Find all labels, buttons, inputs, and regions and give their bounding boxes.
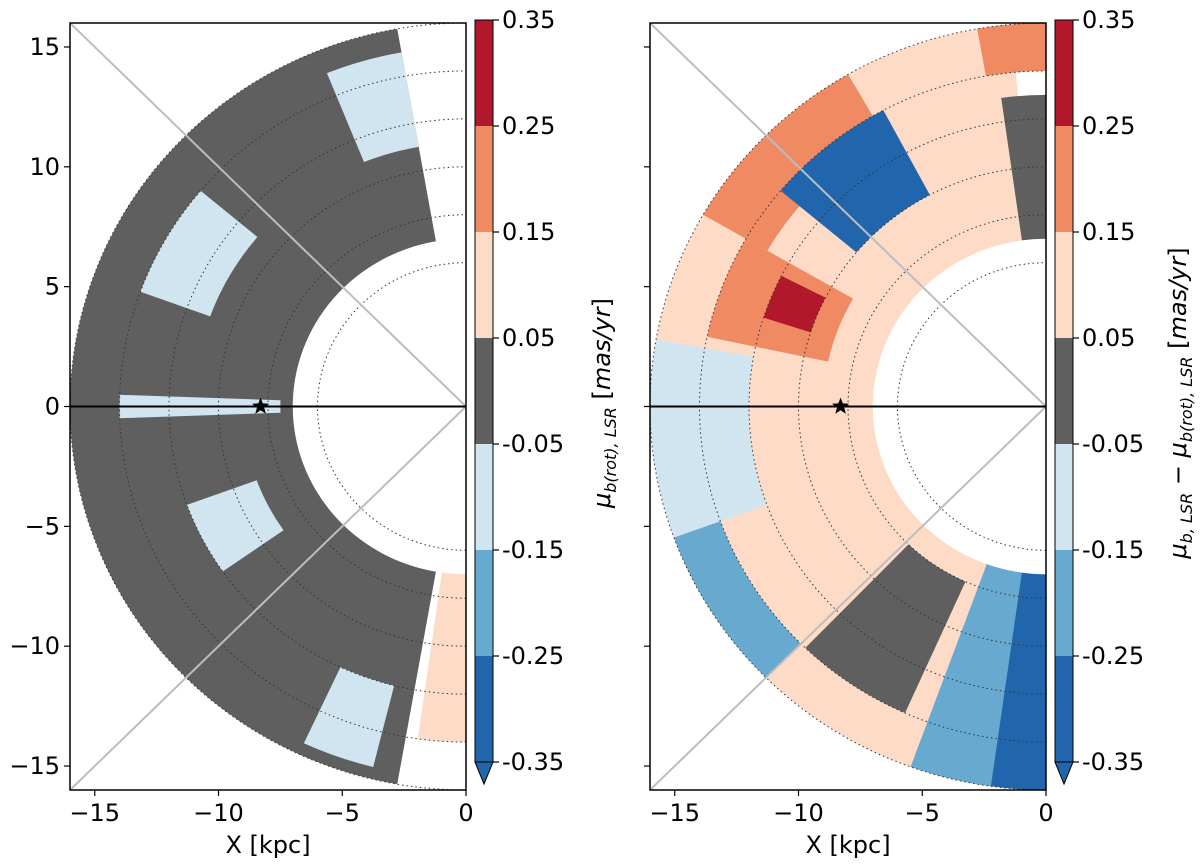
left-colorbar-tick-label: 0.05 bbox=[502, 324, 555, 352]
right-colorbar: 0.35 0.25 0.15 0.05 -0.05 -0.15 -0.25 -0.35 bbox=[1054, 6, 1144, 786]
right-x-axis-label: X [kpc] bbox=[805, 831, 890, 859]
right-x-tick-label: −15 bbox=[649, 799, 700, 827]
right-colorbar-tick-label: 0.05 bbox=[1082, 324, 1135, 352]
right-x-tick-label: −10 bbox=[773, 799, 824, 827]
right-diagonal-line-1 bbox=[650, 405, 1046, 790]
left-colorbar-extend-arrow bbox=[474, 761, 494, 786]
left-colorbar-band-4 bbox=[475, 232, 493, 338]
left-colorbar-tick-label: -0.25 bbox=[502, 642, 564, 670]
left-panel: −15 −10 −5 0 −15 −10 −5 0 5 10 15 X [kpc] 0.35 0.2… bbox=[9, 6, 620, 859]
left-sun-star-marker bbox=[252, 397, 270, 414]
right-colorbar-tick-label: 0.35 bbox=[1082, 6, 1135, 34]
left-x-axis-label: X [kpc] bbox=[225, 831, 310, 859]
left-colorbar-band-0 bbox=[475, 656, 493, 762]
left-colorbar-tick-label: 0.35 bbox=[502, 6, 555, 34]
right-colorbar-tick-label: 0.25 bbox=[1082, 112, 1135, 140]
right-colorbar-extend-arrow bbox=[1054, 761, 1074, 786]
left-colorbar-band-6 bbox=[475, 20, 493, 126]
left-map-region-15 bbox=[417, 572, 466, 743]
right-sun-star-marker bbox=[832, 397, 850, 414]
right-colorbar-band-3 bbox=[1055, 338, 1073, 444]
left-colorbar-frame bbox=[474, 19, 494, 763]
left-y-tick-label: 0 bbox=[45, 393, 60, 421]
right-map-region-7 bbox=[805, 544, 966, 714]
left-x-tick-label: −15 bbox=[69, 799, 120, 827]
left-colorbar-label: μb(rot), LSR [mas/yr] bbox=[588, 298, 620, 509]
left-colorbar-band-5 bbox=[475, 126, 493, 232]
right-diagonal-line-0 bbox=[650, 23, 1046, 408]
right-colorbar-tick-label: -0.25 bbox=[1082, 642, 1144, 670]
left-y-tick-label: 10 bbox=[29, 153, 60, 181]
right-y-ticks bbox=[644, 46, 650, 767]
left-map-region-2 bbox=[186, 480, 284, 572]
right-colorbar-band-5 bbox=[1055, 126, 1073, 232]
right-colorbar-band-1 bbox=[1055, 550, 1073, 656]
left-y-tick-label: −10 bbox=[9, 632, 60, 660]
left-colorbar-tick-label: -0.05 bbox=[502, 430, 564, 458]
left-colorbar-band-3 bbox=[475, 338, 493, 444]
left-y-ticks: −15 −10 −5 0 5 10 15 bbox=[9, 33, 70, 780]
left-y-tick-label: 5 bbox=[45, 273, 60, 301]
right-colorbar-band-6 bbox=[1055, 20, 1073, 126]
right-overlay bbox=[650, 23, 1046, 790]
left-y-tick-label: −5 bbox=[25, 512, 60, 540]
left-diagonal-line-0 bbox=[70, 23, 466, 408]
left-y-tick-label: 15 bbox=[29, 33, 60, 61]
right-map-region-4 bbox=[763, 275, 826, 333]
left-colorbar-tick-label: -0.15 bbox=[502, 536, 564, 564]
left-colorbar-tick-label: -0.35 bbox=[502, 748, 564, 776]
right-map-region-5 bbox=[650, 339, 767, 538]
right-map-region-13 bbox=[977, 23, 1046, 77]
left-map-region-4 bbox=[303, 667, 395, 767]
left-map-region-13 bbox=[525, 557, 618, 722]
left-map-region-5 bbox=[326, 52, 419, 163]
right-map-region-2 bbox=[780, 110, 930, 253]
right-colorbar-band-4 bbox=[1055, 232, 1073, 338]
left-colorbar-band-1 bbox=[475, 550, 493, 656]
right-colorbar-tick-label: 0.15 bbox=[1082, 218, 1135, 246]
left-diagonal-line-1 bbox=[70, 405, 466, 790]
left-x-tick-label: −5 bbox=[325, 799, 360, 827]
left-colorbar: 0.35 0.25 0.15 0.05 -0.05 -0.15 -0.25 -0.35 bbox=[474, 6, 564, 786]
right-x-tick-label: 0 bbox=[1038, 799, 1053, 827]
right-map-region-6 bbox=[673, 521, 801, 678]
right-colorbar-tick-label: -0.05 bbox=[1082, 430, 1144, 458]
left-colorbar-band-2 bbox=[475, 444, 493, 550]
left-overlay bbox=[70, 23, 466, 790]
right-x-tick-label: −5 bbox=[905, 799, 940, 827]
left-x-tick-label: −10 bbox=[193, 799, 244, 827]
right-colorbar-tick-label: -0.15 bbox=[1082, 536, 1144, 564]
left-x-tick-label: 0 bbox=[458, 799, 473, 827]
right-colorbar-frame bbox=[1054, 19, 1074, 763]
right-panel: −15 −10 −5 0 X [kpc] 0.35 0.25 0.15 0.05 -0.05 -… bbox=[644, 6, 1196, 859]
left-map-region-1 bbox=[140, 190, 258, 317]
left-colorbar-tick-label: 0.15 bbox=[502, 218, 555, 246]
right-colorbar-label: μb, LSR − μb(rot), LSR [mas/yr] bbox=[1164, 247, 1196, 559]
right-x-ticks: −15 −10 −5 0 bbox=[649, 790, 1054, 827]
right-map-region-9 bbox=[910, 564, 1022, 787]
right-colorbar-tick-label: -0.35 bbox=[1082, 748, 1144, 776]
right-colorbar-band-0 bbox=[1055, 656, 1073, 762]
left-colorbar-tick-label: 0.25 bbox=[502, 112, 555, 140]
left-y-tick-label: −15 bbox=[9, 752, 60, 780]
left-x-ticks: −15 −10 −5 0 bbox=[69, 790, 474, 827]
right-colorbar-band-2 bbox=[1055, 444, 1073, 550]
